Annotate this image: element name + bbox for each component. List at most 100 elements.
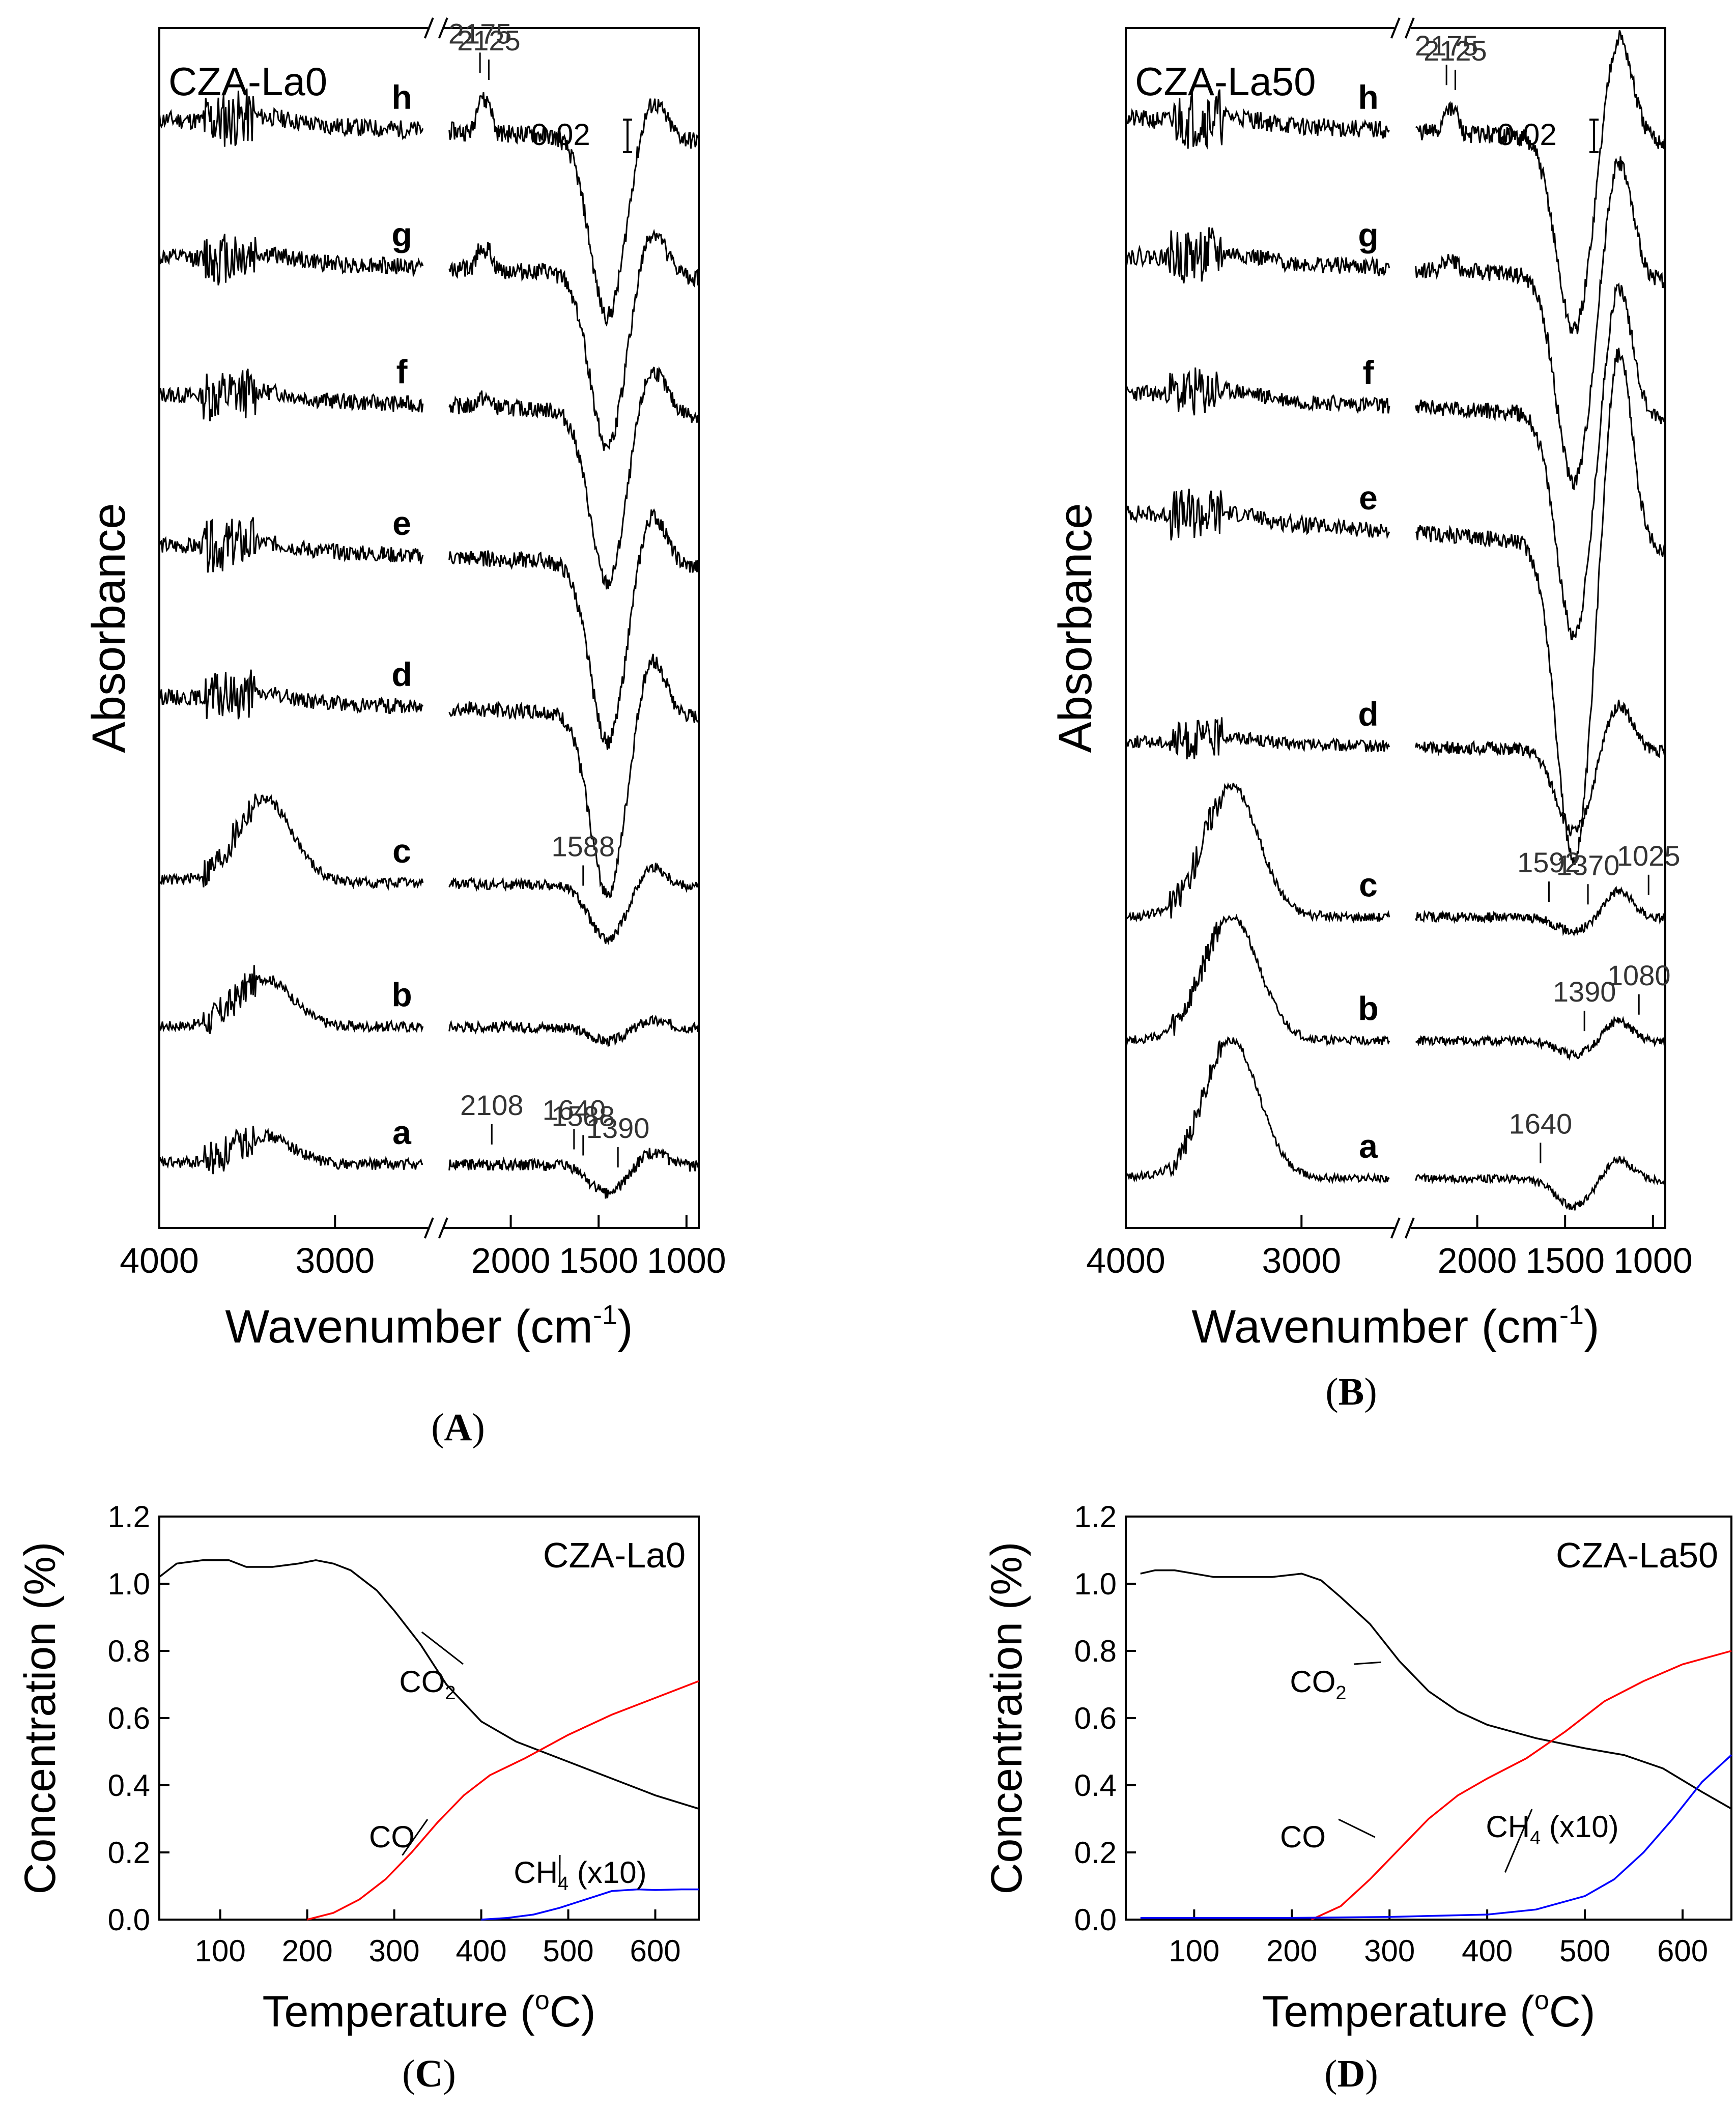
y-tick-label: 0.2 xyxy=(1074,1836,1117,1870)
peak-annotation: 1640 xyxy=(1509,1107,1573,1139)
x-tick-label: 100 xyxy=(195,1934,246,1968)
x-tick-label: 400 xyxy=(1462,1934,1513,1968)
spectrum-label: d xyxy=(1358,695,1378,733)
spectrum-g-line xyxy=(1125,227,1390,283)
spectrum-e-line xyxy=(448,508,700,750)
spectrum-f-line xyxy=(448,366,700,590)
panel-label: (D) xyxy=(1324,2052,1378,2095)
spectrum-label: c xyxy=(392,832,411,870)
y-axis-title: Absorbance xyxy=(83,503,135,753)
y-tick-label: 1.2 xyxy=(108,1500,150,1534)
spectrum-label: b xyxy=(1358,989,1378,1027)
spectrum-b-line xyxy=(448,1015,700,1047)
series-label-leader xyxy=(1353,1661,1381,1665)
x-tick-label: 500 xyxy=(1559,1934,1610,1968)
spectrum-g-line xyxy=(448,228,700,451)
x-tick-label: 3000 xyxy=(295,1241,375,1280)
spectrum-label: d xyxy=(391,655,412,693)
x-tick-label: 200 xyxy=(1266,1934,1317,1968)
x-axis-title-text: Wavenumber (cm xyxy=(1191,1301,1559,1353)
spectrum-b-line xyxy=(1125,913,1390,1047)
x-tick-label: 300 xyxy=(369,1934,420,1968)
x-tick-label: 200 xyxy=(282,1934,333,1968)
peak-annotation: 1390 xyxy=(1553,976,1616,1008)
series-label-leader xyxy=(1504,1809,1533,1873)
peak-annotation: 1025 xyxy=(1617,840,1681,872)
panel-label-close: ) xyxy=(1365,2052,1378,2095)
y-axis-title: Concentration (%) xyxy=(16,1541,65,1894)
ir-panel-a: 4000 3000 2000 1500 1000 Wavenumber (cm-1) Abs… xyxy=(83,17,726,1449)
y-tick-label: 0.0 xyxy=(1074,1903,1117,1937)
peak-annotation: 2108 xyxy=(460,1089,524,1121)
peak-annotation: 2125 xyxy=(457,24,521,56)
panel-label-close: ) xyxy=(472,1406,485,1449)
y-tick-label: 1.2 xyxy=(1074,1500,1117,1534)
axis-break-mark xyxy=(1390,1217,1401,1239)
spectrum-c-line xyxy=(1415,885,1666,937)
spectrum-label: h xyxy=(391,78,412,116)
x-axis-title-superscript: -1 xyxy=(593,1300,617,1330)
series-label: CO2 xyxy=(399,1665,456,1704)
x-tick-label: 2000 xyxy=(471,1241,551,1280)
panel-label-letter: C xyxy=(415,2052,443,2095)
y-tick-label: 0.4 xyxy=(1074,1768,1117,1803)
axis-break-mark xyxy=(438,1217,448,1239)
spectrum-b-line xyxy=(1415,1015,1666,1061)
series-label-suffix: (x10) xyxy=(568,1855,646,1890)
axis-break-mark xyxy=(1390,17,1401,39)
x-tick-label: 1000 xyxy=(647,1241,726,1280)
peak-annotation: 1390 xyxy=(586,1112,650,1144)
x-axis-title-close: ) xyxy=(617,1301,633,1353)
panel-label-close: ) xyxy=(1364,1370,1377,1413)
spectrum-label: a xyxy=(1359,1127,1378,1165)
spectrum-g-line xyxy=(158,234,424,285)
spectrum-e-line xyxy=(1125,489,1390,541)
spectrum-label: a xyxy=(392,1113,412,1151)
panel-label-open: ( xyxy=(1324,2052,1337,2095)
spectrum-label: b xyxy=(391,976,412,1013)
spectrum-h-line xyxy=(1415,30,1666,334)
series-label-leader xyxy=(421,1631,464,1665)
panel-label-open: ( xyxy=(431,1406,444,1449)
spectrum-a-line xyxy=(448,1148,700,1199)
spectrum-d-line xyxy=(1125,717,1390,760)
spectrum-label: c xyxy=(1359,866,1378,903)
series-label: CO xyxy=(369,1820,415,1854)
peak-annotation: 2175 xyxy=(1415,30,1478,62)
panel-label-open: ( xyxy=(1325,1370,1338,1413)
spectrum-c-line xyxy=(448,863,700,945)
spectrum-e-line xyxy=(1415,348,1666,865)
x-axis-title-superscript: -1 xyxy=(1559,1300,1584,1330)
spectrum-c-line xyxy=(1125,782,1390,924)
spectrum-label: h xyxy=(1358,78,1378,116)
series-label-text: CH xyxy=(1486,1810,1530,1844)
x-axis-title-superscript: o xyxy=(535,1986,550,2015)
series-co2-line xyxy=(158,1559,699,1810)
peak-annotation: 1370 xyxy=(1556,849,1620,881)
spectrum-label: g xyxy=(1358,216,1378,254)
spectrum-h-line xyxy=(448,92,700,327)
panel-label-open: ( xyxy=(402,2052,415,2095)
series-ch4-line xyxy=(1140,1754,1732,1919)
y-tick-label: 0.4 xyxy=(108,1768,150,1803)
peak-annotation: 1588 xyxy=(552,1100,615,1132)
plot-frame xyxy=(158,27,700,1229)
spectrum-a-line xyxy=(158,1126,423,1175)
x-tick-label: 400 xyxy=(456,1934,507,1968)
x-tick-label: 2000 xyxy=(1438,1241,1517,1280)
x-axis-title-text: Temperature ( xyxy=(1262,1987,1535,2036)
x-tick-label: 600 xyxy=(630,1934,680,1968)
peak-annotation: 2175 xyxy=(448,17,512,49)
spectrum-c-line xyxy=(158,793,424,891)
x-tick-label: 3000 xyxy=(1262,1241,1341,1280)
sample-label: CZA-La50 xyxy=(1556,1535,1718,1575)
series-label-text: CO xyxy=(399,1665,445,1699)
spectrum-f-line xyxy=(158,368,424,421)
series-label-subscript: 4 xyxy=(1530,1827,1541,1849)
y-tick-label: 0.8 xyxy=(108,1634,150,1668)
x-axis-title-close: C) xyxy=(550,1987,596,2036)
peak-annotation: 1080 xyxy=(1607,959,1671,991)
series-co-line xyxy=(1311,1650,1732,1921)
series-label: CO2 xyxy=(1290,1665,1346,1704)
series-label-text: CO xyxy=(369,1820,415,1854)
